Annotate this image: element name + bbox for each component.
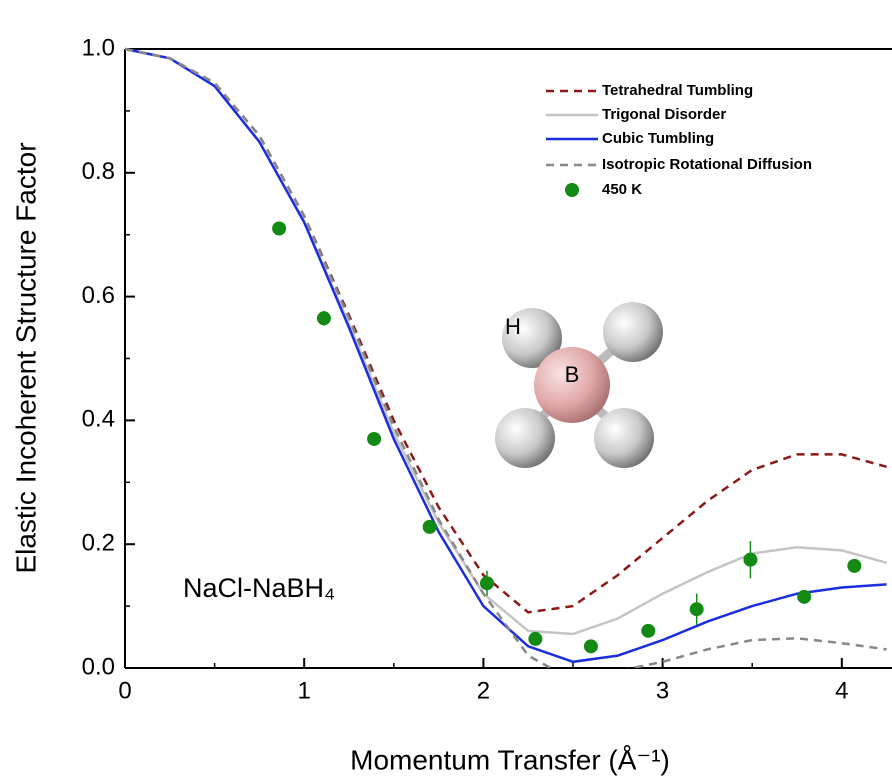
data-point — [584, 639, 598, 653]
data-point — [641, 624, 655, 638]
y-tick-label: 0.0 — [82, 653, 115, 680]
data-point — [480, 576, 494, 590]
legend-label: 450 K — [602, 181, 642, 198]
data-point — [528, 632, 542, 646]
x-tick-label: 3 — [656, 677, 669, 704]
chart: H B NaCl-NaBH₄ Momentum Transfer (Å⁻¹) E… — [0, 0, 892, 779]
y-tick-label: 0.4 — [82, 406, 115, 433]
data-point — [423, 520, 437, 534]
annotation: NaCl-NaBH₄ — [183, 573, 335, 603]
atom-label: H — [505, 314, 521, 339]
x-tick-label: 0 — [118, 677, 131, 704]
legend-label: Trigonal Disorder — [602, 106, 726, 123]
data-point — [317, 311, 331, 325]
legend-label: Isotropic Rotational Diffusion — [602, 156, 812, 173]
x-axis-label: Momentum Transfer (Å⁻¹) — [350, 744, 670, 775]
legend-marker — [565, 183, 579, 197]
legend-label: Tetrahedral Tumbling — [602, 82, 753, 99]
series-line — [125, 49, 887, 662]
y-tick-label: 1.0 — [82, 34, 115, 61]
y-tick-label: 0.2 — [82, 530, 115, 557]
x-tick-label: 1 — [298, 677, 311, 704]
x-tick-label: 4 — [835, 677, 848, 704]
y-tick-label: 0.8 — [82, 158, 115, 185]
y-tick-label: 0.6 — [82, 282, 115, 309]
y-axis-label: Elastic Incoherent Structure Factor — [10, 142, 41, 573]
data-point — [367, 432, 381, 446]
atom-label: B — [565, 362, 580, 387]
data-point — [272, 222, 286, 236]
data-point — [797, 590, 811, 604]
data-point — [847, 559, 861, 573]
x-tick-label: 2 — [477, 677, 490, 704]
data-point — [743, 553, 757, 567]
data-point — [690, 602, 704, 616]
legend-label: Cubic Tumbling — [602, 130, 714, 147]
